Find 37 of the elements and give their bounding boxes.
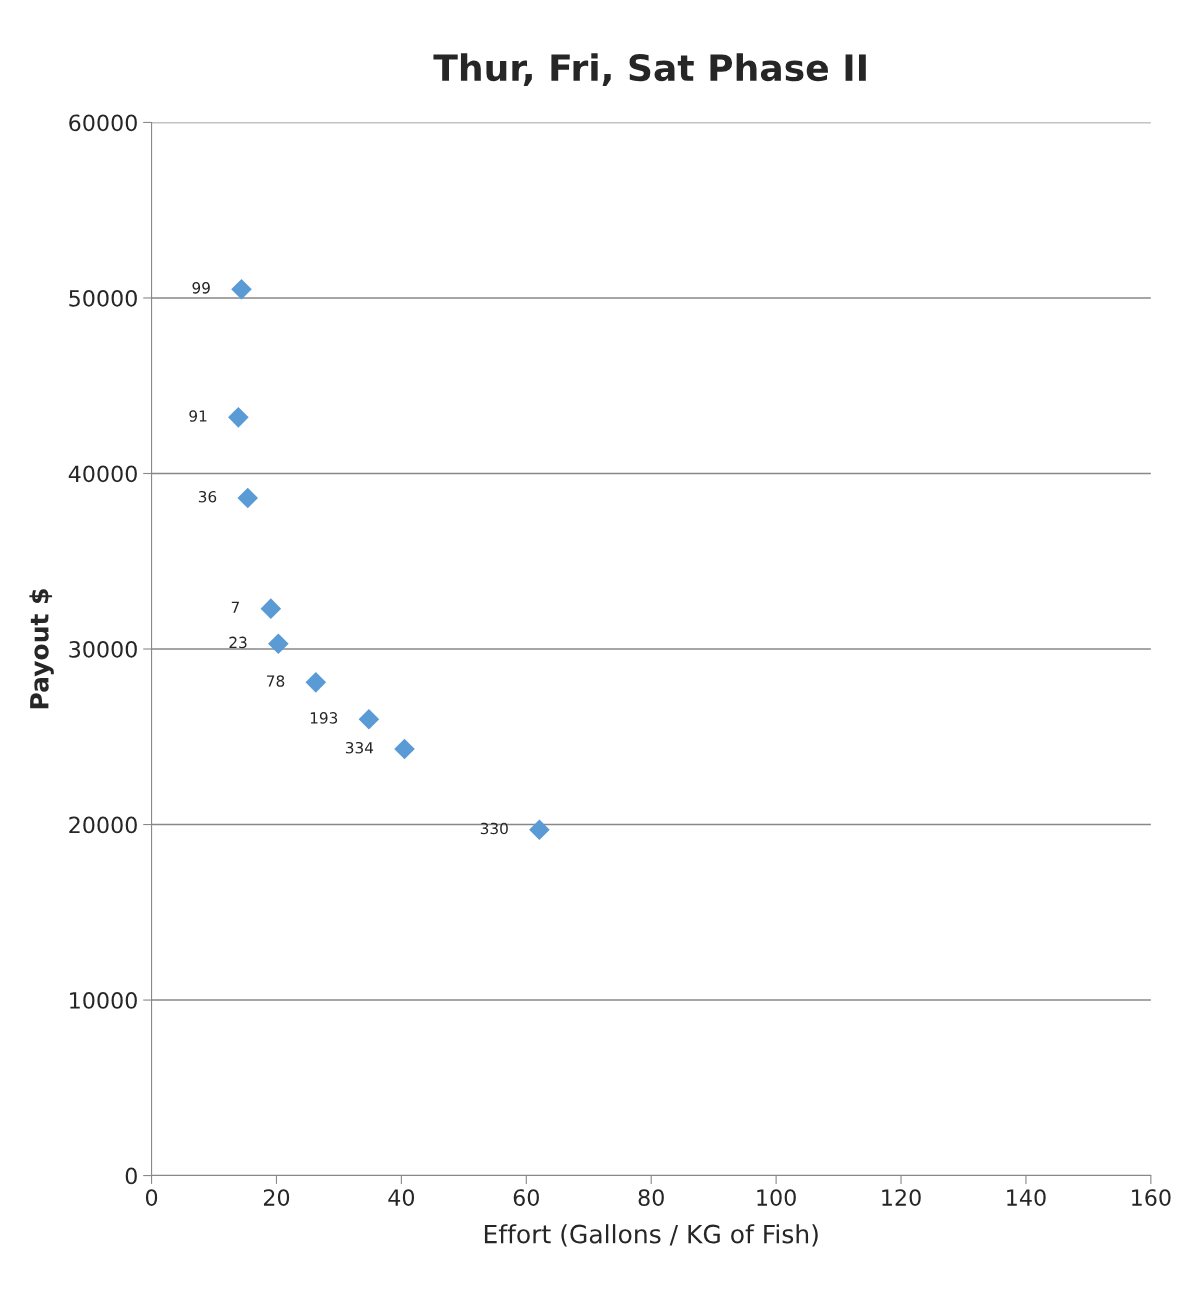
annotation: 36	[198, 490, 217, 503]
annotation: 7	[231, 601, 239, 613]
x-tick-label: 160	[1132, 1189, 1171, 1206]
y-tick-label: 40000	[68, 465, 137, 483]
point	[305, 672, 327, 693]
y-tick-label: 0	[125, 1167, 137, 1185]
annotation: 193	[310, 712, 338, 724]
x-tick-label: 0	[145, 1189, 158, 1206]
x-tick-label: 100	[757, 1189, 796, 1206]
y-tick-label: 30000	[69, 640, 137, 658]
x-axis-title: Effort (Gallons / KG of Fish)	[484, 1224, 818, 1247]
annotation: 78	[267, 675, 285, 687]
point	[529, 819, 550, 841]
annotation: 91	[189, 410, 207, 422]
y-axis-title: Payout $	[29, 589, 54, 709]
point	[358, 708, 380, 730]
y-tick-label: 60000	[69, 114, 137, 132]
annotation: 99	[192, 282, 210, 294]
point	[394, 738, 415, 760]
y-tick-label: 50000	[69, 289, 137, 307]
x-tick-label: 20	[263, 1189, 290, 1206]
y-tick-label: 20000	[69, 816, 137, 834]
x-tick-label: 120	[882, 1189, 921, 1206]
chart-title: Thur, Fri, Sat Phase II	[433, 53, 866, 86]
point	[260, 598, 282, 619]
annotation: 334	[345, 741, 374, 754]
x-tick-label: 80	[638, 1189, 664, 1206]
point	[268, 633, 289, 655]
x-tick-label: 40	[388, 1189, 415, 1206]
point	[237, 487, 259, 509]
annotation: 23	[229, 636, 247, 649]
point	[231, 278, 252, 300]
point	[228, 407, 249, 428]
x-tick-label: 140	[1007, 1189, 1046, 1206]
annotation: 330	[480, 822, 508, 835]
y-tick-label: 10000	[70, 992, 137, 1009]
x-tick-label: 60	[513, 1189, 539, 1206]
